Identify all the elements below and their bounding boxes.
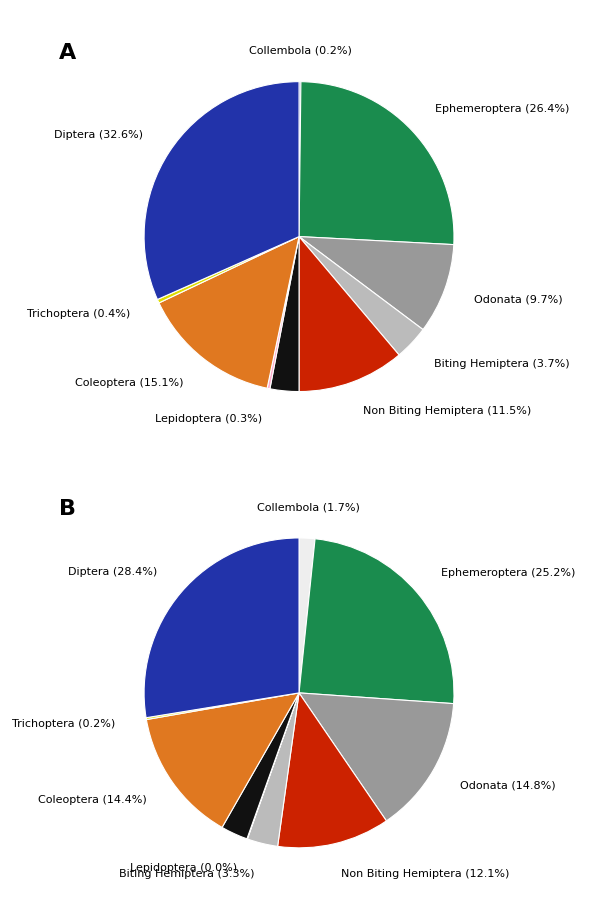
Wedge shape (144, 538, 299, 717)
Text: Biting Hemiptera (3.7%): Biting Hemiptera (3.7%) (434, 359, 570, 369)
Text: Ephemeroptera (25.2%): Ephemeroptera (25.2%) (442, 569, 576, 579)
Wedge shape (146, 693, 299, 827)
Wedge shape (247, 693, 299, 846)
Text: Collembola (0.2%): Collembola (0.2%) (249, 46, 352, 56)
Wedge shape (157, 237, 299, 303)
Wedge shape (299, 538, 315, 693)
Wedge shape (299, 237, 399, 391)
Text: Coleoptera (14.4%): Coleoptera (14.4%) (38, 795, 147, 804)
Text: Trichoptera (0.2%): Trichoptera (0.2%) (13, 718, 116, 728)
Text: Biting Hemiptera (3.3%): Biting Hemiptera (3.3%) (119, 868, 255, 878)
Wedge shape (299, 237, 423, 355)
Text: Non Biting Hemiptera (11.5%): Non Biting Hemiptera (11.5%) (363, 406, 531, 416)
Text: Diptera (28.4%): Diptera (28.4%) (68, 568, 157, 578)
Wedge shape (144, 81, 299, 300)
Text: Diptera (32.6%): Diptera (32.6%) (54, 130, 143, 140)
Wedge shape (146, 693, 299, 719)
Text: Lepidoptera (0.0%): Lepidoptera (0.0%) (130, 863, 237, 873)
Wedge shape (299, 693, 454, 821)
Text: Odonata (14.8%): Odonata (14.8%) (460, 781, 556, 791)
Text: Trichoptera (0.4%): Trichoptera (0.4%) (27, 309, 130, 319)
Text: B: B (59, 499, 76, 519)
Wedge shape (278, 693, 386, 848)
Text: Ephemeroptera (26.4%): Ephemeroptera (26.4%) (434, 104, 569, 114)
Text: Odonata (9.7%): Odonata (9.7%) (474, 295, 562, 305)
Text: Collembola (1.7%): Collembola (1.7%) (257, 502, 360, 512)
Wedge shape (159, 237, 299, 388)
Wedge shape (247, 693, 299, 839)
Wedge shape (299, 237, 454, 330)
Wedge shape (222, 693, 299, 839)
Wedge shape (299, 81, 454, 245)
Text: Lepidoptera (0.3%): Lepidoptera (0.3%) (155, 414, 262, 424)
Text: Coleoptera (15.1%): Coleoptera (15.1%) (76, 377, 184, 388)
Wedge shape (267, 237, 299, 388)
Text: Non Biting Hemiptera (12.1%): Non Biting Hemiptera (12.1%) (341, 869, 510, 879)
Wedge shape (299, 81, 301, 237)
Text: A: A (59, 43, 76, 63)
Wedge shape (299, 538, 454, 704)
Wedge shape (270, 237, 299, 391)
